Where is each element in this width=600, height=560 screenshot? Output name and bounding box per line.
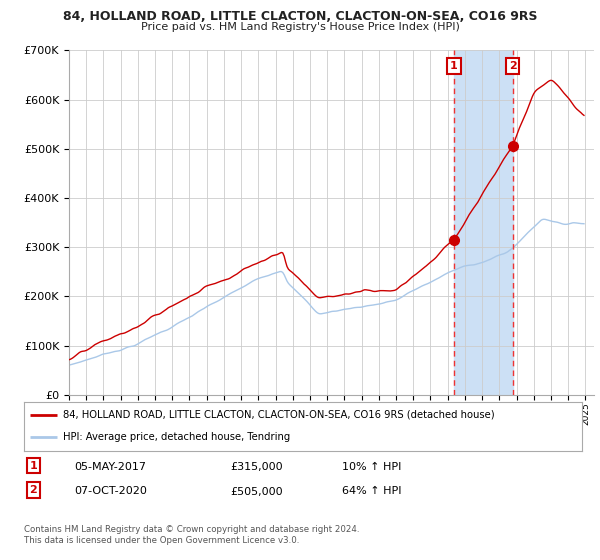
Text: 84, HOLLAND ROAD, LITTLE CLACTON, CLACTON-ON-SEA, CO16 9RS: 84, HOLLAND ROAD, LITTLE CLACTON, CLACTO… [63,10,537,23]
Bar [454,50,512,395]
Text: 1: 1 [29,460,37,470]
Text: 1: 1 [450,60,458,71]
Text: 07-OCT-2020: 07-OCT-2020 [74,487,147,497]
Text: HPI: Average price, detached house, Tendring: HPI: Average price, detached house, Tend… [63,432,290,442]
Text: £315,000: £315,000 [230,462,283,472]
Text: 2: 2 [509,60,517,71]
Text: 2: 2 [29,485,37,495]
Text: 10% ↑ HPI: 10% ↑ HPI [342,462,401,472]
Text: 05-MAY-2017: 05-MAY-2017 [74,462,146,472]
Text: £505,000: £505,000 [230,487,283,497]
Text: Contains HM Land Registry data © Crown copyright and database right 2024.
This d: Contains HM Land Registry data © Crown c… [24,525,359,545]
Text: 64% ↑ HPI: 64% ↑ HPI [342,487,401,497]
Text: Price paid vs. HM Land Registry's House Price Index (HPI): Price paid vs. HM Land Registry's House … [140,22,460,32]
Text: 84, HOLLAND ROAD, LITTLE CLACTON, CLACTON-ON-SEA, CO16 9RS (detached house): 84, HOLLAND ROAD, LITTLE CLACTON, CLACTO… [63,410,494,420]
